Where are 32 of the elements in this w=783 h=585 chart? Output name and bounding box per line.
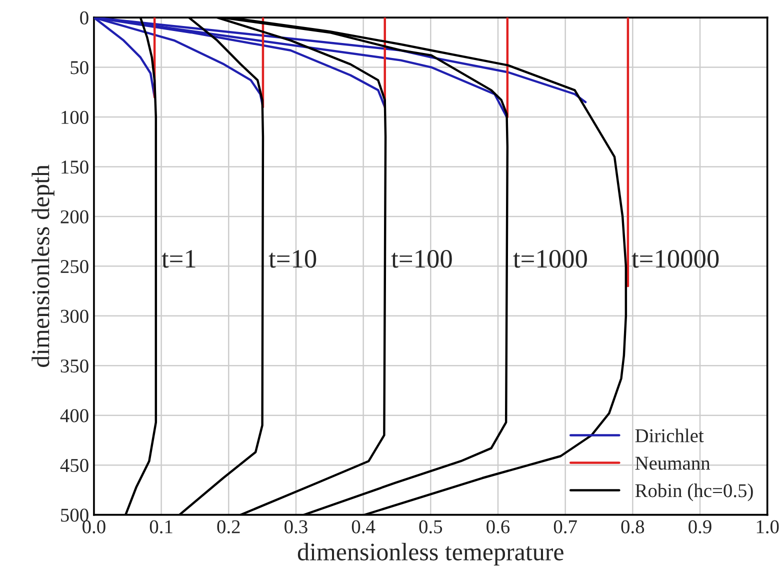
legend-label: Neumann: [635, 456, 710, 470]
x-tick-label: 0.3: [284, 520, 308, 534]
y-tick-label: 250: [60, 260, 88, 274]
y-axis-title: dimensionless depth: [32, 164, 54, 368]
annotation: t=1: [162, 250, 196, 268]
x-tick-label: 0.5: [419, 520, 442, 534]
y-tick-label: 50: [70, 61, 88, 74]
annotation: t=1000: [513, 250, 587, 268]
annotation: t=10: [268, 250, 316, 268]
x-tick-label: 0.2: [217, 520, 240, 534]
legend-label: Dirichlet: [635, 428, 704, 442]
legend-label: Robin (hc=0.5): [635, 484, 753, 502]
x-tick-label: 0.9: [688, 520, 712, 534]
x-tick-label: 0.8: [621, 520, 644, 534]
y-tick-label: 100: [62, 110, 88, 124]
y-tick-label: 0: [80, 11, 88, 24]
y-tick-label: 300: [60, 310, 88, 323]
y-tick-label: 350: [60, 359, 88, 373]
x-tick-label: 1.0: [756, 520, 779, 534]
x-tick-label: 0.4: [352, 520, 376, 534]
x-tick-label: 0.6: [486, 520, 510, 534]
y-tick-label: 200: [60, 210, 88, 224]
x-tick-label: 0.7: [554, 520, 577, 534]
y-tick-label: 500: [61, 508, 88, 522]
annotation: t=100: [391, 250, 452, 268]
x-tick-label: 0.1: [150, 520, 172, 534]
y-tick-label: 450: [60, 458, 88, 472]
x-tick-label: 0.0: [82, 520, 106, 534]
y-tick-label: 400: [60, 409, 88, 422]
y-tick-label: 150: [62, 160, 88, 174]
annotation: t=10000: [632, 250, 719, 268]
x-axis-title: dimensionless temeprature: [298, 542, 564, 566]
